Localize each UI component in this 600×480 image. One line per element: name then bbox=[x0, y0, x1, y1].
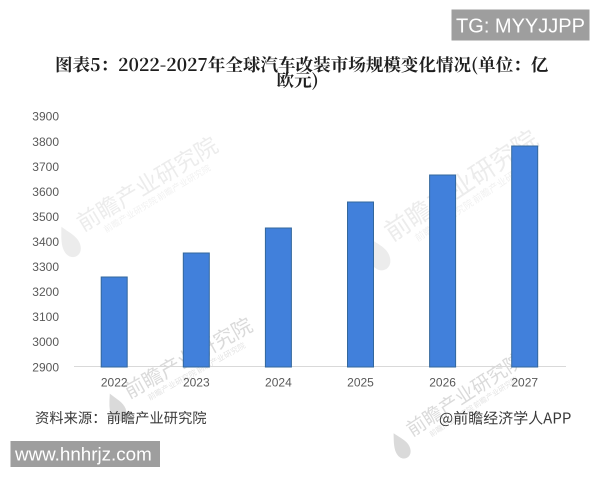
svg-text:2900: 2900 bbox=[32, 360, 59, 374]
svg-text:3200: 3200 bbox=[32, 285, 59, 299]
svg-text:3300: 3300 bbox=[32, 260, 59, 274]
svg-text:3000: 3000 bbox=[32, 335, 59, 349]
svg-text:www.hnhrjz.com: www.hnhrjz.com bbox=[14, 444, 152, 465]
svg-text:2027: 2027 bbox=[511, 376, 538, 390]
svg-text:3800: 3800 bbox=[32, 135, 59, 149]
svg-text:3900: 3900 bbox=[32, 110, 59, 124]
svg-text:3600: 3600 bbox=[32, 185, 59, 199]
svg-text:3500: 3500 bbox=[32, 210, 59, 224]
svg-text:2025: 2025 bbox=[347, 376, 374, 390]
svg-text:2023: 2023 bbox=[183, 376, 210, 390]
svg-text:3400: 3400 bbox=[32, 235, 59, 249]
svg-text:3100: 3100 bbox=[32, 310, 59, 324]
svg-text:3700: 3700 bbox=[32, 160, 59, 174]
svg-text:2026: 2026 bbox=[429, 376, 456, 390]
svg-text:2024: 2024 bbox=[265, 376, 292, 390]
svg-text:2022: 2022 bbox=[101, 376, 128, 390]
svg-text:TG: MYYJJPP: TG: MYYJJPP bbox=[456, 15, 585, 37]
